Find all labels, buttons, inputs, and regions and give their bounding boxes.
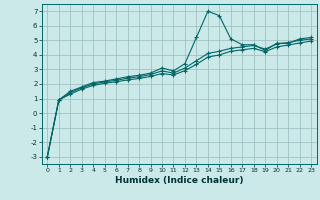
X-axis label: Humidex (Indice chaleur): Humidex (Indice chaleur) xyxy=(115,176,244,185)
